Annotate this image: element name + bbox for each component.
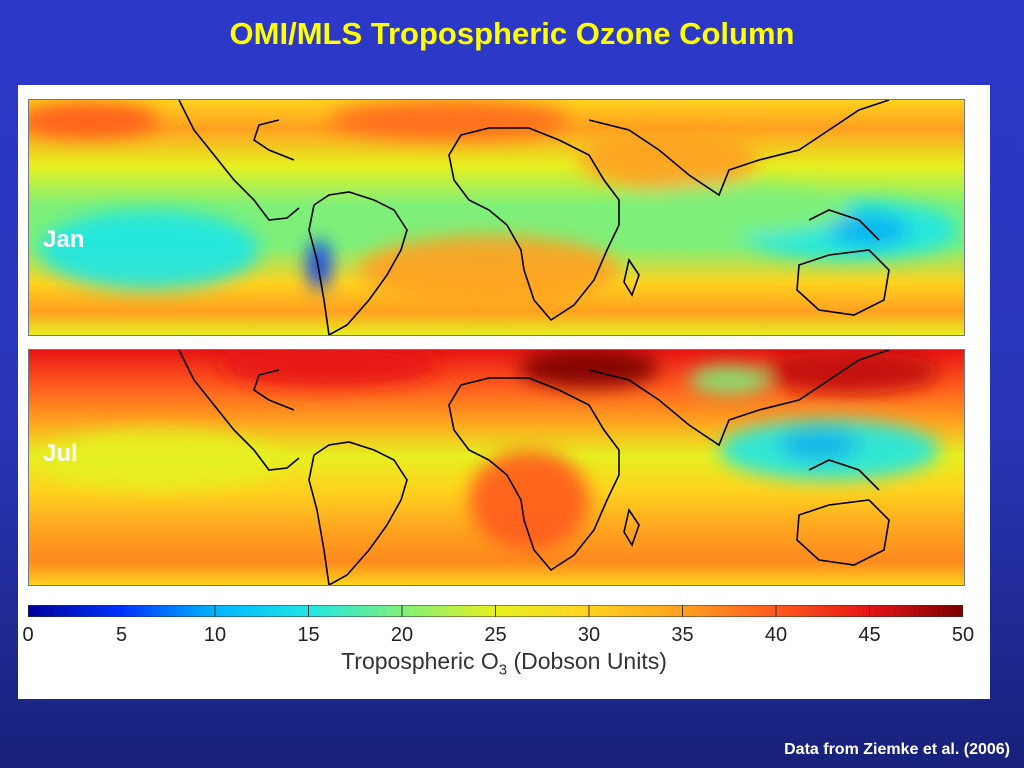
ozone-figure: Jan bbox=[18, 85, 990, 699]
slide-title: OMI/MLS Tropospheric Ozone Column bbox=[229, 16, 795, 51]
ozone-map-jul bbox=[29, 350, 964, 585]
coastlines-jan bbox=[178, 100, 890, 335]
colorbar-gradient bbox=[27, 604, 964, 618]
data-credit: Data from Ziemke et al. (2006) bbox=[784, 741, 1010, 758]
colorbar-tick-label: 20 bbox=[390, 624, 414, 646]
colorbar bbox=[27, 604, 964, 618]
colorbar-tick-label: 5 bbox=[115, 624, 128, 646]
colorbar-title: Tropospheric O3 (Dobson Units) bbox=[18, 648, 990, 679]
coastlines-jul bbox=[178, 350, 890, 585]
colorbar-title-units: (Dobson Units) bbox=[513, 648, 667, 674]
colorbar-tick-label: 10 bbox=[203, 624, 227, 646]
colorbar-tick-label: 45 bbox=[858, 624, 881, 646]
colorbar-tick-label: 25 bbox=[484, 624, 507, 646]
colorbar-tick-label: 50 bbox=[951, 624, 975, 646]
map-panel-jul: Jul bbox=[28, 349, 965, 586]
panel-label-jan: Jan bbox=[43, 226, 85, 253]
panel-label-jul: Jul bbox=[43, 440, 78, 467]
colorbar-tick-label: 30 bbox=[577, 624, 601, 646]
colorbar-title-subscript: 3 bbox=[498, 661, 508, 679]
colorbar-tick-label: 15 bbox=[297, 624, 320, 646]
ozone-map-jan bbox=[29, 100, 964, 335]
map-panel-jan: Jan bbox=[28, 99, 965, 336]
colorbar-tick-label: 0 bbox=[22, 624, 34, 646]
colorbar-tick-label: 35 bbox=[671, 624, 694, 646]
colorbar-tick-label: 40 bbox=[764, 624, 788, 646]
colorbar-title-main: Tropospheric O bbox=[341, 648, 499, 674]
